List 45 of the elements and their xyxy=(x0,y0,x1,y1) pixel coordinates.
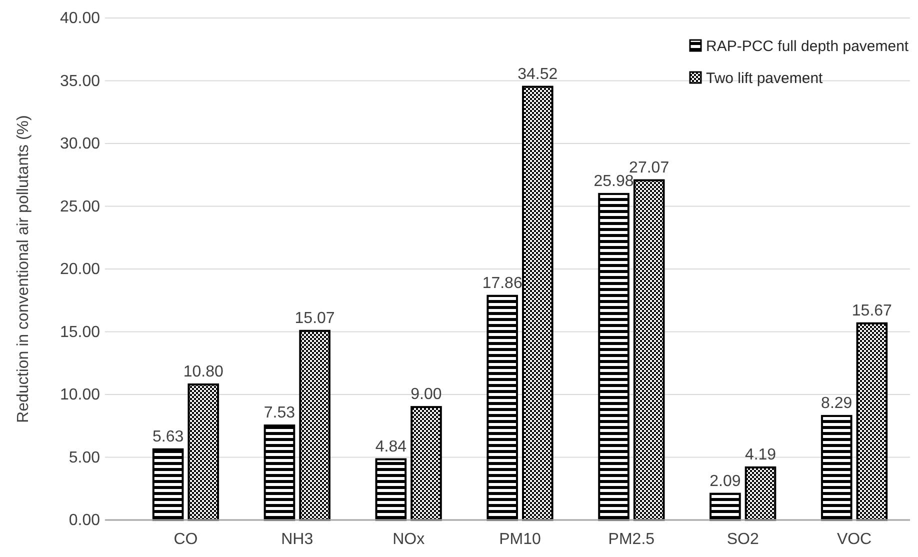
y-tick-label: 20.00 xyxy=(60,261,100,278)
bar xyxy=(299,330,330,521)
x-tick-label: NH3 xyxy=(281,531,314,548)
data-label: 15.07 xyxy=(294,310,335,327)
y-tick-label: 35.00 xyxy=(60,72,100,90)
data-label: 17.86 xyxy=(482,274,522,292)
data-label: 4.19 xyxy=(744,446,776,464)
bar xyxy=(410,406,442,521)
legend-label: Two lift pavement xyxy=(706,70,824,87)
bar xyxy=(152,448,184,521)
y-axis-title: Reduction in conventional air pollutants (%) xyxy=(15,115,32,423)
data-label: 7.53 xyxy=(264,404,296,422)
x-tick-label: PM10 xyxy=(499,531,541,548)
y-tick-label: 10.00 xyxy=(60,386,100,404)
bar xyxy=(820,414,852,521)
bar xyxy=(710,492,741,521)
y-tick-label: 0.00 xyxy=(68,512,100,529)
data-label: 10.80 xyxy=(183,363,224,380)
bar xyxy=(375,458,407,521)
bar xyxy=(633,179,665,521)
x-tick-label: VOC xyxy=(836,531,872,548)
x-tick-label: PM2.5 xyxy=(608,531,655,548)
bar xyxy=(598,192,630,521)
y-tick-label: 25.00 xyxy=(60,198,100,216)
bar xyxy=(856,322,888,521)
bar xyxy=(486,294,518,521)
x-tick-label: NOx xyxy=(392,531,425,548)
bar xyxy=(188,383,220,521)
y-tick-label: 5.00 xyxy=(68,449,100,466)
data-label: 2.09 xyxy=(710,472,741,490)
data-label: 15.67 xyxy=(852,302,892,320)
bar xyxy=(522,86,554,521)
data-label: 5.63 xyxy=(152,428,184,446)
data-label: 9.00 xyxy=(410,386,442,404)
y-tick-label: 30.00 xyxy=(60,136,100,152)
bar xyxy=(744,466,776,521)
data-label: 4.84 xyxy=(375,438,407,456)
y-tick-label: 40.00 xyxy=(60,10,100,27)
data-label: 8.29 xyxy=(821,394,852,412)
legend-label: RAP-PCC full depth pavement xyxy=(706,38,910,55)
data-label: 34.52 xyxy=(518,66,558,83)
x-tick-label: SO2 xyxy=(726,531,759,548)
bar xyxy=(264,424,296,521)
y-tick-label: 15.00 xyxy=(60,324,100,341)
x-tick-label: CO xyxy=(174,531,198,548)
